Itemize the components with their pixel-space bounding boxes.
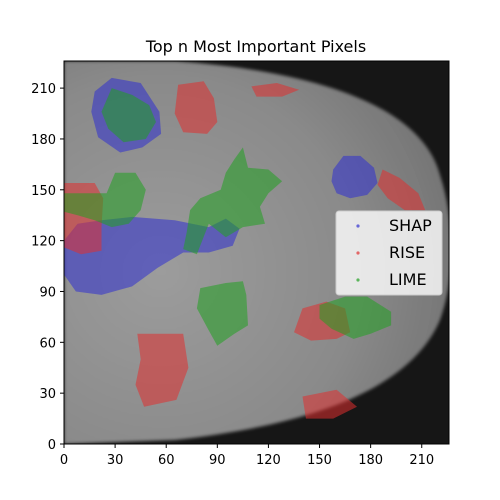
legend-marker-lime [356,278,359,281]
legend: SHAP RISE LIME [336,211,442,295]
x-tick-label: 30 [107,453,124,468]
y-tick-label: 120 [31,235,56,250]
y-tick-label: 60 [39,336,56,351]
y-tick-label: 150 [31,184,56,199]
legend-label-lime: LIME [389,270,427,289]
legend-label-rise: RISE [389,243,425,262]
x-tick-label: 180 [358,453,383,468]
y-tick-label: 30 [39,387,56,402]
y-tick-label: 180 [31,133,56,148]
legend-marker-rise [356,251,359,254]
legend-label-shap: SHAP [389,216,432,235]
y-tick-label: 90 [39,285,56,300]
x-tick-label: 60 [158,453,175,468]
x-tick-label: 90 [209,453,226,468]
chart-title: Top n Most Important Pixels [145,37,366,56]
y-tick-label: 0 [48,438,56,453]
y-tick-label: 210 [31,82,56,97]
x-tick-label: 150 [307,453,332,468]
y-axis: 0 30 60 90 120 150 180 210 [31,82,64,453]
legend-marker-shap [356,224,359,227]
x-tick-label: 0 [60,453,68,468]
x-tick-label: 120 [256,453,281,468]
x-axis: 0 30 60 90 120 150 180 210 [60,444,434,468]
x-tick-label: 210 [409,453,434,468]
